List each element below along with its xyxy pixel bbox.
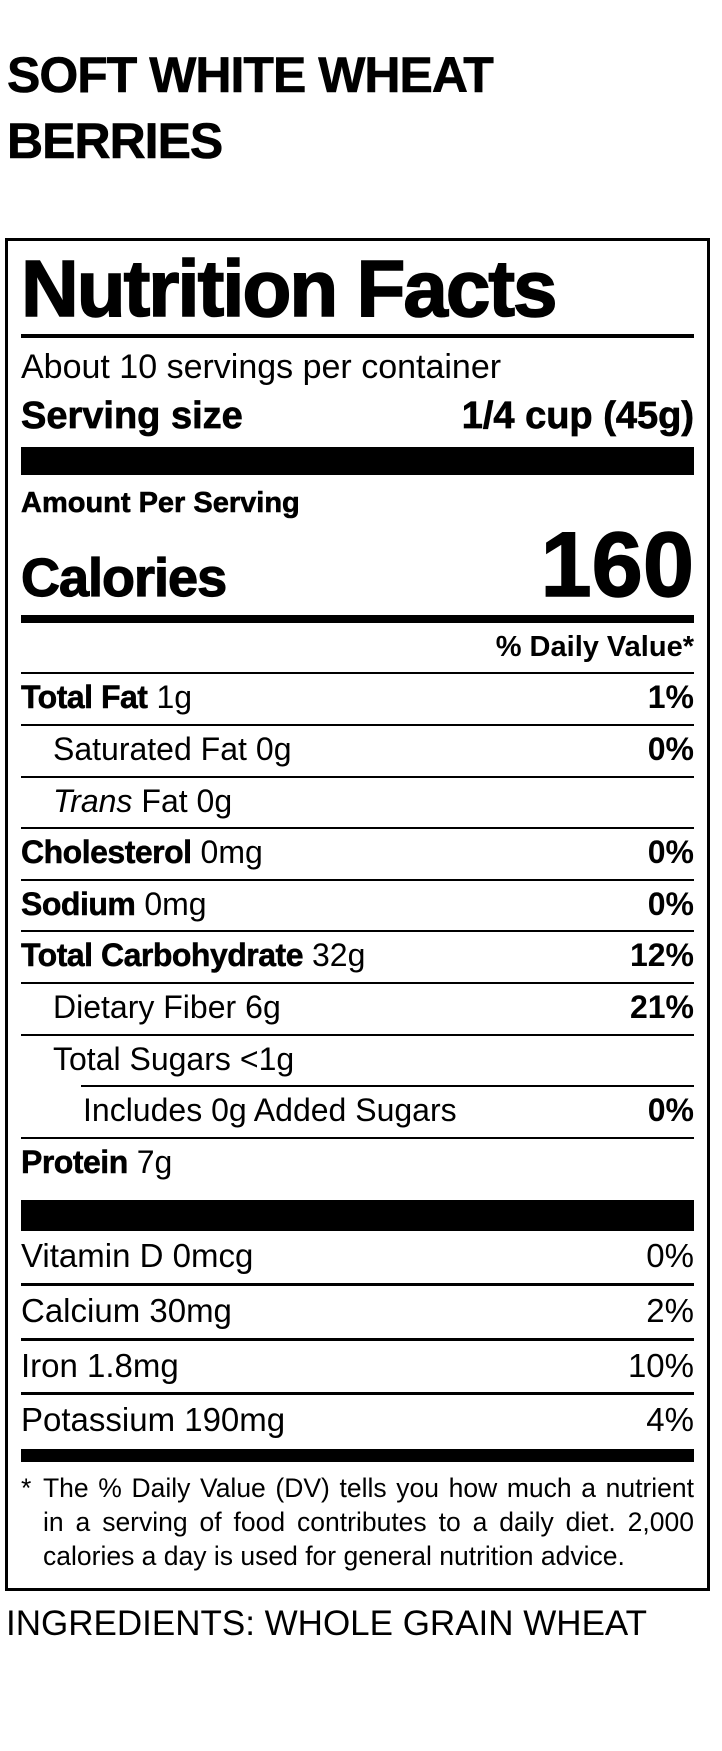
calories-row: Calories 160	[20, 514, 695, 616]
nutrient-name: Saturated Fat	[53, 730, 247, 767]
nutrient-amount: 0g	[255, 730, 292, 767]
nutrient-daily-value: 21%	[629, 988, 694, 1025]
product-title-line2: BERRIES	[7, 113, 224, 170]
nutrient-name: Total Carbohydrate	[21, 937, 304, 974]
nutrition-facts-heading: Nutrition Facts	[20, 244, 558, 333]
nutrient-row-total-carbohydrate: Total Carbohydrate 32g 12%	[21, 930, 694, 982]
serving-size-value: 1/4 cup (45g)	[461, 395, 694, 437]
calories-divider	[21, 615, 694, 624]
nutrient-daily-value: 0%	[647, 730, 694, 767]
nutrient-row-dietary-fiber: Dietary Fiber 6g 21%	[21, 981, 694, 1034]
vitamin-daily-value: 2%	[646, 1291, 694, 1329]
nutrient-row-trans-fat: Trans Fat 0g	[21, 775, 694, 828]
nutrition-facts-panel: Nutrition Facts About 10 servings per co…	[5, 238, 710, 1591]
heading-divider	[21, 334, 694, 338]
nutrient-amount: 7g	[136, 1143, 173, 1180]
serving-size-row: Serving size 1/4 cup (45g)	[21, 395, 695, 437]
nutrient-name: Dietary Fiber	[53, 988, 237, 1025]
nutrient-row-total-sugars: Total Sugars <1g	[21, 1033, 694, 1086]
nutrient-daily-value: 0%	[647, 834, 694, 871]
footnote-text: The % Daily Value (DV) tells you how muc…	[43, 1472, 694, 1571]
nutrient-amount: 0mg	[144, 885, 207, 922]
footnote-divider-bar	[21, 1448, 694, 1462]
footnote-asterisk: *	[21, 1472, 32, 1503]
nutrient-name: Total Fat	[21, 679, 148, 716]
nutrient-amount: 0mg	[200, 834, 263, 871]
product-title: SOFT WHITE WHEAT BERRIES	[7, 42, 494, 174]
product-title-line1: SOFT WHITE WHEAT	[7, 47, 494, 104]
daily-value-footnote: * The % Daily Value (DV) tells you how m…	[21, 1472, 694, 1574]
servings-per-container: About 10 servings per container	[21, 348, 502, 386]
vitamin-daily-value: 0%	[646, 1237, 694, 1275]
separator-bar-thick-bottom	[21, 1200, 694, 1229]
vitamin-row-potassium: Potassium 190mg 4%	[21, 1392, 694, 1447]
nutrient-name: Includes 0g Added Sugars	[83, 1092, 457, 1129]
vitamin-daily-value: 4%	[646, 1401, 694, 1439]
calories-label: Calories	[20, 547, 227, 608]
daily-value-header: % Daily Value*	[495, 631, 694, 664]
nutrient-amount: <1g	[239, 1040, 295, 1077]
vitamin-name: Potassium 190mg	[21, 1401, 286, 1439]
vitamin-row-iron: Iron 1.8mg 10%	[21, 1337, 694, 1393]
nutrient-daily-value: 12%	[629, 937, 694, 974]
nutrient-amount: 6g	[245, 988, 281, 1025]
nutrient-row-saturated-fat: Saturated Fat 0g 0%	[21, 723, 694, 776]
nutrient-daily-value: 0%	[647, 885, 694, 922]
nutrient-name: Trans	[53, 782, 133, 819]
nutrient-amount: Fat 0g	[141, 782, 233, 819]
nutrient-name: Cholesterol	[21, 834, 193, 871]
nutrient-amount: 1g	[156, 679, 193, 716]
nutrient-row-total-fat: Total Fat 1g 1%	[21, 672, 694, 724]
vitamin-name: Calcium 30mg	[21, 1291, 232, 1329]
vitamin-name: Vitamin D 0mcg	[21, 1237, 254, 1275]
vitamin-row-calcium: Calcium 30mg 2%	[21, 1282, 694, 1338]
nutrient-daily-value: 0%	[647, 1092, 694, 1129]
vitamin-row-vitamin-d: Vitamin D 0mcg 0%	[21, 1228, 694, 1283]
serving-size-label: Serving size	[21, 395, 243, 437]
nutrient-row-cholesterol: Cholesterol 0mg 0%	[21, 827, 694, 879]
vitamin-name: Iron 1.8mg	[21, 1346, 179, 1384]
nutrient-name: Sodium	[21, 885, 136, 922]
calories-value: 160	[540, 514, 695, 616]
nutrient-row-added-sugars: Includes 0g Added Sugars 0%	[21, 1085, 694, 1137]
separator-bar-thick-top	[21, 447, 694, 475]
ingredients-statement: INGREDIENTS: WHOLE GRAIN WHEAT	[6, 1604, 648, 1643]
vitamin-daily-value: 10%	[627, 1346, 694, 1384]
nutrient-row-sodium: Sodium 0mg 0%	[21, 878, 694, 931]
nutrient-row-protein: Protein 7g	[21, 1136, 694, 1189]
nutrient-amount: 32g	[312, 937, 366, 974]
nutrient-name: Protein	[21, 1143, 129, 1180]
nutrient-name: Total Sugars	[53, 1040, 231, 1077]
nutrient-daily-value: 1%	[647, 679, 694, 716]
amount-per-serving-label: Amount Per Serving	[21, 487, 300, 519]
